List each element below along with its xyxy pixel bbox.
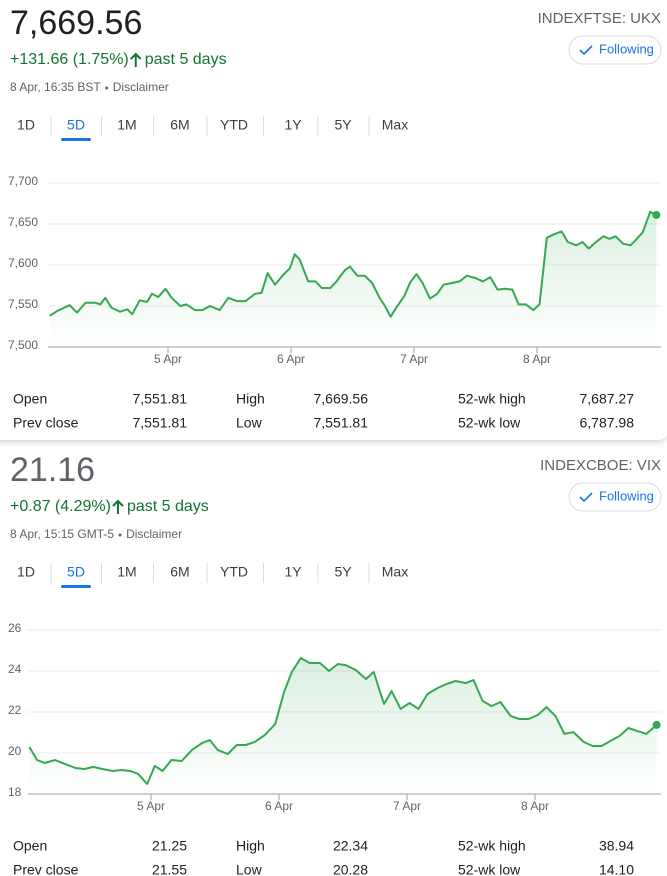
area-fill: [29, 658, 657, 794]
price-line: [28, 657, 658, 785]
stat-label: High: [236, 391, 265, 407]
y-tick-label: 7,650: [8, 215, 38, 229]
button-label: Following: [599, 488, 654, 503]
stat-label: 52-wk high: [458, 838, 526, 854]
y-tick-label: 24: [8, 662, 22, 676]
following-button[interactable]: Following: [568, 482, 662, 512]
separator-dot: [105, 86, 109, 90]
range-tab[interactable]: 1D: [17, 117, 35, 133]
check-icon: [579, 492, 593, 503]
timestamp: 8 Apr, 15:15 GMT-5: [10, 527, 114, 541]
stat-label: Low: [236, 862, 263, 876]
symbol: INDEXFTSE: UKX: [538, 10, 661, 27]
up-arrow: [130, 52, 142, 67]
y-tick-label: 7,500: [8, 338, 38, 352]
y-tick-label: 26: [8, 621, 22, 635]
disclaimer[interactable]: Disclaimer: [126, 527, 182, 541]
y-tick-label: 7,600: [8, 256, 38, 270]
stat-value: 7,669.56: [314, 391, 369, 407]
x-tick-label: 6 Apr: [277, 352, 305, 366]
stat-value: 14.10: [599, 862, 634, 876]
stat-label: Open: [13, 838, 47, 854]
change: +0.87 (4.29%): [10, 498, 111, 515]
x-tick-label: 8 Apr: [523, 352, 551, 366]
stat-value: 20.28: [333, 862, 368, 876]
stat-value: 21.55: [152, 862, 187, 876]
y-tick-label: 7,550: [8, 297, 38, 311]
range-tab[interactable]: 5D: [67, 117, 85, 133]
x-tick-label: 6 Apr: [265, 799, 293, 813]
button-bg: [568, 482, 662, 512]
following-button[interactable]: Following: [568, 35, 662, 65]
range-tab[interactable]: Max: [382, 117, 408, 133]
stat-value: 6,787.98: [580, 415, 635, 431]
range-tab[interactable]: 6M: [170, 564, 189, 580]
x-tick-label: 7 Apr: [393, 799, 421, 813]
range-tab[interactable]: Max: [382, 564, 408, 580]
stat-label: High: [236, 838, 265, 854]
stat-value: 7,687.27: [580, 391, 635, 407]
price: 7,669.56: [10, 4, 142, 42]
stat-label: Prev close: [13, 862, 79, 876]
stat-value: 21.25: [152, 838, 187, 854]
y-tick-label: 7,700: [8, 174, 38, 188]
stat-value: 38.94: [599, 838, 634, 854]
y-tick-label: 20: [8, 744, 22, 758]
range-tab[interactable]: 5Y: [334, 117, 352, 133]
tab-underline: [61, 585, 91, 588]
area-fill: [49, 211, 657, 347]
tab-underline: [61, 138, 91, 141]
range-tab[interactable]: 5D: [67, 564, 85, 580]
stat-value: 7,551.81: [314, 415, 369, 431]
range-tab[interactable]: 1D: [17, 564, 35, 580]
range-tab[interactable]: 1M: [117, 117, 136, 133]
y-tick-label: 22: [8, 703, 22, 717]
symbol: INDEXCBOE: VIX: [540, 457, 661, 474]
stat-label: Prev close: [13, 415, 79, 431]
x-tick-label: 7 Apr: [400, 352, 428, 366]
change: +131.66 (1.75%): [10, 51, 129, 68]
timestamp: 8 Apr, 16:35 BST: [10, 80, 101, 94]
button-label: Following: [599, 41, 654, 56]
last-point: [652, 210, 661, 219]
range-tab[interactable]: 1Y: [284, 564, 302, 580]
disclaimer[interactable]: Disclaimer: [113, 80, 169, 94]
y-tick-label: 18: [8, 785, 22, 799]
range-tab[interactable]: YTD: [220, 117, 248, 133]
stat-label: 52-wk low: [458, 862, 521, 876]
range-tab[interactable]: 6M: [170, 117, 189, 133]
price: 21.16: [10, 451, 95, 489]
up-arrow: [112, 499, 124, 514]
x-tick-label: 5 Apr: [137, 799, 165, 813]
stat-value: 22.34: [333, 838, 368, 854]
button-bg: [568, 35, 662, 65]
stat-label: 52-wk high: [458, 391, 526, 407]
period: past 5 days: [145, 51, 227, 68]
check-icon: [579, 45, 593, 56]
x-tick-label: 8 Apr: [521, 799, 549, 813]
stat-label: 52-wk low: [458, 415, 521, 431]
stat-value: 7,551.81: [133, 391, 188, 407]
period: past 5 days: [127, 498, 209, 515]
price-line: [49, 210, 657, 318]
separator-dot: [118, 533, 122, 537]
range-tab[interactable]: 1M: [117, 564, 136, 580]
stat-label: Open: [13, 391, 47, 407]
range-tab[interactable]: 5Y: [334, 564, 352, 580]
stat-label: Low: [236, 415, 263, 431]
x-tick-label: 5 Apr: [154, 352, 182, 366]
range-tab[interactable]: 1Y: [284, 117, 302, 133]
last-point: [652, 720, 661, 729]
stat-value: 7,551.81: [133, 415, 188, 431]
range-tab[interactable]: YTD: [220, 564, 248, 580]
